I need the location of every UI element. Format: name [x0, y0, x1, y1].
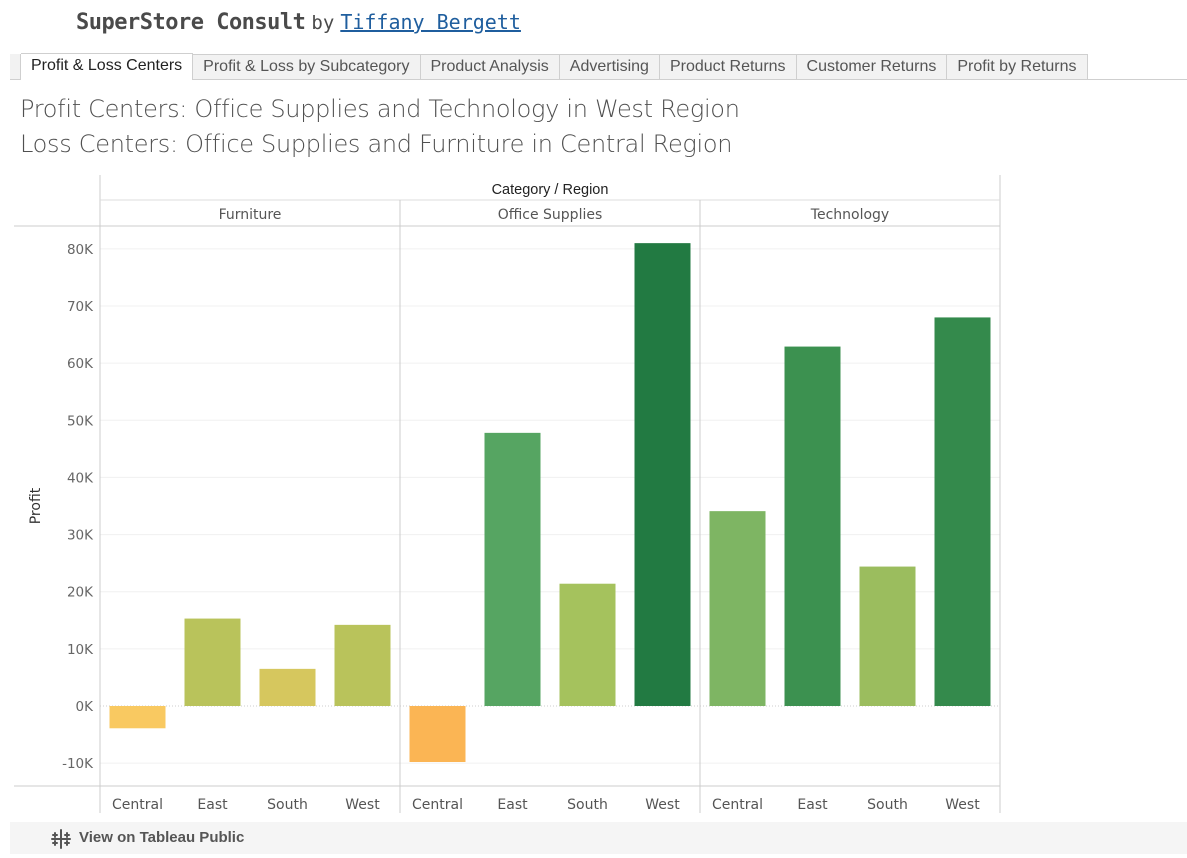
y-tick-label-0: -10K: [62, 756, 94, 772]
bar-technology-east: [784, 346, 841, 706]
x-tick-label-0-2: South: [267, 797, 308, 813]
bar-technology-central: [709, 511, 766, 706]
bar-office-supplies-central: [409, 706, 466, 762]
tab-profit-by-returns[interactable]: Profit by Returns: [947, 54, 1088, 79]
tabs-lead-spacer: [10, 54, 21, 79]
tab-product-analysis[interactable]: Product Analysis: [420, 54, 560, 79]
bar-furniture-east: [184, 618, 241, 706]
column-header: Category / Region: [492, 182, 609, 198]
tab-profit-loss-by-subcategory[interactable]: Profit & Loss by Subcategory: [193, 54, 421, 79]
y-axis-title: Profit: [28, 487, 44, 524]
profit-bar-chart: Category / Region Furniture Office Supplie…: [14, 175, 1001, 813]
bar-office-supplies-east: [484, 432, 541, 706]
bar-furniture-west: [334, 624, 391, 706]
x-tick-label-2-1: East: [797, 797, 828, 813]
view-on-tableau-public-link[interactable]: View on Tableau Public: [79, 829, 245, 846]
bar-office-supplies-south: [559, 583, 616, 706]
x-tick-label-2-2: South: [867, 797, 908, 813]
x-tick-label-2-0: Central: [712, 797, 763, 813]
bar-office-supplies-west: [634, 243, 691, 706]
category-header-2: Technology: [810, 207, 889, 223]
y-tick-label-6: 50K: [67, 413, 94, 429]
by-text: by: [311, 12, 335, 34]
tab-product-returns[interactable]: Product Returns: [659, 54, 797, 79]
x-tick-label-1-2: South: [567, 797, 608, 813]
tab-customer-returns[interactable]: Customer Returns: [796, 54, 948, 79]
tableau-footer: View on Tableau Public: [10, 822, 1187, 854]
bar-technology-south: [859, 566, 916, 706]
brand-title: SuperStore Consult: [76, 10, 306, 35]
x-tick-label-1-1: East: [497, 797, 528, 813]
y-tick-label-5: 40K: [67, 470, 94, 486]
y-tick-label-3: 20K: [67, 585, 94, 601]
headline-loss-centers: Loss Centers: Office Supplies and Furnit…: [20, 130, 733, 158]
dashboard-header: SuperStore Consult by Tiffany Bergett: [76, 10, 521, 44]
y-tick-label-8: 70K: [67, 299, 94, 315]
y-tick-label-9: 80K: [67, 242, 94, 258]
y-tick-label-7: 60K: [67, 356, 94, 372]
bar-furniture-south: [259, 668, 316, 706]
x-tick-label-1-0: Central: [412, 797, 463, 813]
dashboard-tabs: Profit & Loss Centers Profit & Loss by S…: [10, 53, 1187, 80]
headline-profit-centers: Profit Centers: Office Supplies and Tech…: [20, 95, 740, 123]
bar-technology-west: [934, 317, 991, 706]
x-tick-label-1-3: West: [645, 797, 680, 813]
tab-profit-loss-centers[interactable]: Profit & Loss Centers: [21, 53, 194, 80]
x-tick-label-2-3: West: [945, 797, 980, 813]
y-tick-label-2: 10K: [67, 642, 94, 658]
tab-advertising[interactable]: Advertising: [559, 54, 660, 79]
category-header-0: Furniture: [219, 207, 282, 223]
tableau-logo-icon: [51, 829, 71, 849]
x-tick-label-0-3: West: [345, 797, 380, 813]
y-tick-label-1: 0K: [76, 699, 95, 715]
author-link[interactable]: Tiffany Bergett: [340, 10, 521, 34]
y-tick-label-4: 30K: [67, 528, 94, 544]
bar-furniture-central: [109, 706, 166, 729]
category-header-1: Office Supplies: [498, 207, 603, 223]
x-tick-label-0-0: Central: [112, 797, 163, 813]
x-tick-label-0-1: East: [197, 797, 228, 813]
